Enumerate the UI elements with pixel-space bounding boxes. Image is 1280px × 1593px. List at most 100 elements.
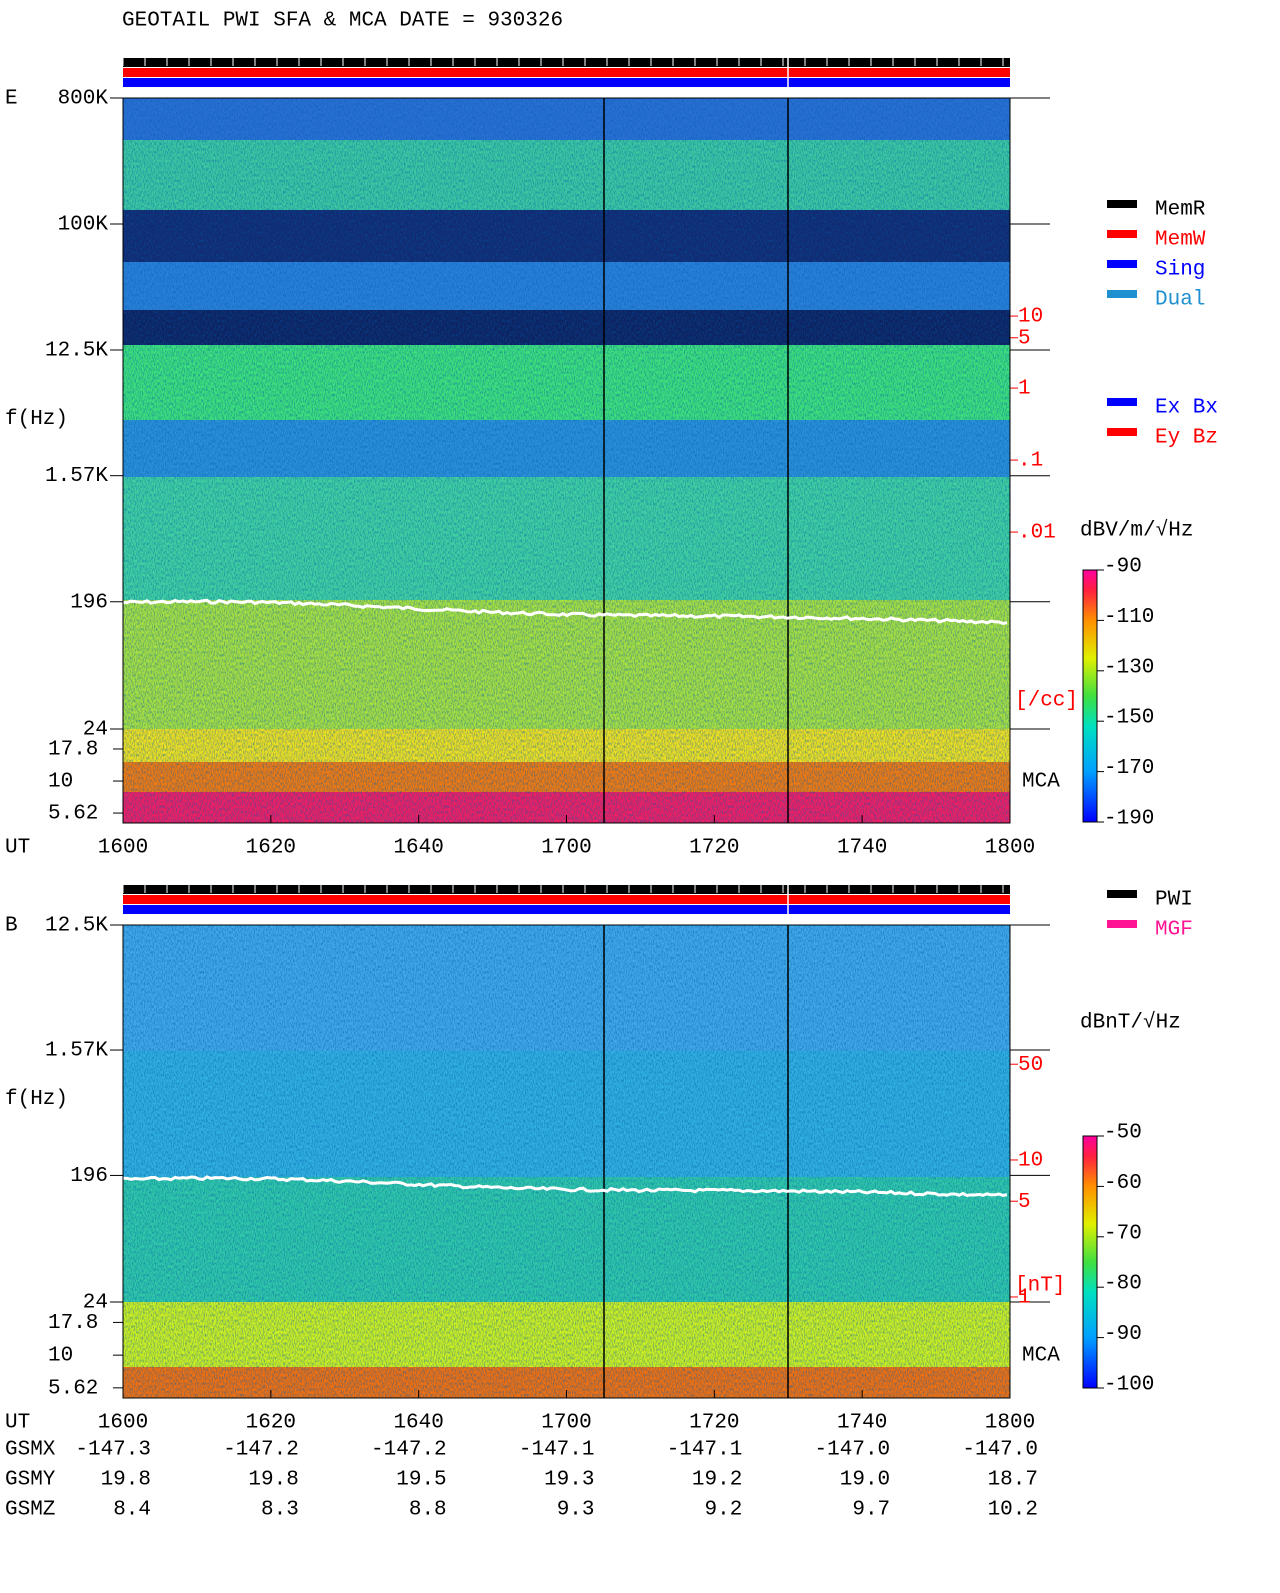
y-tick-label: 1.57K <box>45 1040 108 1063</box>
colorbar-tick-label: -170 <box>1104 757 1154 780</box>
x-tick-label: 1620 <box>246 1412 296 1435</box>
orbit-value: 9.3 <box>557 1499 595 1522</box>
x-tick-label: 1700 <box>541 1412 591 1435</box>
x-tick-label: 1800 <box>985 1412 1035 1435</box>
panel-label: E <box>5 88 18 111</box>
orbit-value: -147.2 <box>371 1439 447 1462</box>
y-tick-label: 1.57K <box>45 465 108 488</box>
legend-swatch <box>1107 290 1137 298</box>
y2-axis-label: [nT] <box>1015 1275 1065 1298</box>
legend-swatch <box>1107 230 1137 238</box>
x-tick-label: 1720 <box>689 837 739 860</box>
legend-swatch <box>1107 398 1137 406</box>
legend-swatch <box>1107 200 1137 208</box>
orbit-value: -147.2 <box>223 1439 299 1462</box>
x-axis-label: UT <box>5 1412 30 1435</box>
x-tick-label: 1640 <box>393 837 443 860</box>
mca-tick-label: 5.62 <box>48 1377 98 1400</box>
y-tick-label: 196 <box>70 1165 108 1188</box>
orbit-value: 18.7 <box>988 1469 1038 1492</box>
panel-label: B <box>5 915 18 938</box>
colorbar-tick-label: -70 <box>1104 1222 1142 1245</box>
orbit-value: 10.2 <box>988 1499 1038 1522</box>
legend-swatch <box>1107 890 1137 898</box>
mca-tick-label: 5.62 <box>48 803 98 826</box>
x-tick-label: 1720 <box>689 1412 739 1435</box>
mca-tick-label: 10 <box>48 771 73 794</box>
legend-label: Ey Bz <box>1155 427 1218 450</box>
legend-label: MemW <box>1155 229 1206 252</box>
y2-tick-label: 1 <box>1018 378 1031 401</box>
colorbar-tick-label: -130 <box>1104 656 1154 679</box>
plot-frame <box>122 924 1011 1399</box>
colorbar <box>1082 569 1098 823</box>
orbit-value: -147.0 <box>962 1439 1038 1462</box>
mca-tick-label: 17.8 <box>48 739 98 762</box>
orbit-value: 19.8 <box>101 1469 151 1492</box>
y2-tick-label: .1 <box>1018 450 1043 473</box>
orbit-value: 9.2 <box>705 1499 743 1522</box>
colorbar-tick-label: -100 <box>1104 1374 1154 1397</box>
x-tick-label: 1740 <box>837 837 887 860</box>
density-trace <box>122 1175 1008 1198</box>
colorbar-tick-label: -190 <box>1104 808 1154 831</box>
legend-label: MemR <box>1155 199 1206 222</box>
y2-tick-label: 5 <box>1018 327 1031 350</box>
page-title: GEOTAIL PWI SFA & MCA DATE = 930326 <box>122 10 563 33</box>
x-tick-label: 1600 <box>98 837 148 860</box>
orbit-value: 8.8 <box>409 1499 447 1522</box>
colorbar-tick-label: -90 <box>1104 1323 1142 1346</box>
x-tick-label: 1800 <box>985 837 1035 860</box>
orbit-label: GSMY <box>5 1469 56 1492</box>
y-tick-label: 12.5K <box>45 915 108 938</box>
plot-frame <box>122 97 1011 824</box>
y2-tick-label: 10 <box>1018 306 1043 329</box>
y-axis-label: f(Hz) <box>5 408 68 431</box>
status-bar <box>123 885 1010 894</box>
y-axis-label: f(Hz) <box>5 1088 68 1111</box>
y-tick-label: 12.5K <box>45 340 108 363</box>
legend-label: MGF <box>1155 919 1193 942</box>
spectrogram-texture <box>123 98 1010 823</box>
orbit-value: 8.4 <box>113 1499 151 1522</box>
y2-tick-label: 10 <box>1018 1150 1043 1173</box>
y-tick-label: 196 <box>70 591 108 614</box>
legend-label: Dual <box>1155 289 1205 312</box>
x-tick-label: 1640 <box>393 1412 443 1435</box>
mca-tick-label: 17.8 <box>48 1312 98 1335</box>
colorbar-label: dBV/m/√Hz <box>1080 519 1193 543</box>
colorbar-tick-label: -50 <box>1104 1122 1142 1145</box>
density-trace <box>122 598 1008 626</box>
status-bar <box>123 905 1010 914</box>
y2-tick-label: .01 <box>1018 522 1056 545</box>
y-tick-label: 100K <box>58 214 109 237</box>
colorbar <box>1082 1135 1098 1389</box>
x-tick-label: 1700 <box>541 837 591 860</box>
orbit-value: -147.1 <box>667 1439 743 1462</box>
y2-tick-label: 50 <box>1018 1054 1043 1077</box>
colorbar-tick-label: -80 <box>1104 1273 1142 1296</box>
legend-swatch <box>1107 428 1137 436</box>
y-tick-label: 24 <box>83 1292 108 1315</box>
orbit-value: 19.8 <box>248 1469 298 1492</box>
y2-tick-label: 5 <box>1018 1191 1031 1214</box>
mca-label: MCA <box>1022 1345 1060 1368</box>
status-bar <box>123 68 1010 77</box>
legend-label: PWI <box>1155 889 1193 912</box>
orbit-value: 19.3 <box>544 1469 594 1492</box>
legend-label: Sing <box>1155 259 1205 282</box>
status-bar <box>123 895 1010 904</box>
colorbar-tick-label: -110 <box>1104 606 1154 629</box>
colorbar-tick-label: -90 <box>1104 556 1142 579</box>
orbit-value: 19.2 <box>692 1469 742 1492</box>
x-tick-label: 1600 <box>98 1412 148 1435</box>
x-tick-label: 1740 <box>837 1412 887 1435</box>
orbit-value: 8.3 <box>261 1499 299 1522</box>
orbit-value: -147.3 <box>75 1439 151 1462</box>
x-tick-label: 1620 <box>246 837 296 860</box>
y2-axis-label: [/cc] <box>1015 690 1078 713</box>
y2-tick-label: 1 <box>1018 1287 1031 1310</box>
